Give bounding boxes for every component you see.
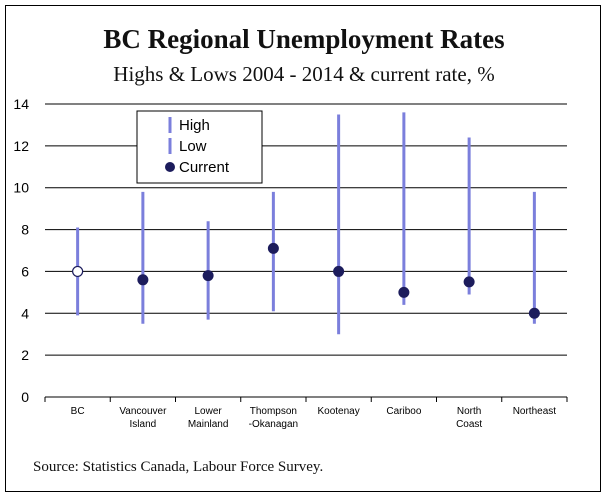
current-marker [267, 242, 279, 254]
legend-current-swatch [165, 162, 175, 172]
legend-label: Low [179, 138, 207, 155]
category-label: Northeast [513, 406, 557, 417]
current-marker [72, 265, 84, 278]
y-tick-label: 6 [21, 263, 29, 279]
category-label: Coast [456, 419, 482, 430]
current-marker [137, 274, 149, 286]
category-label: Island [130, 419, 157, 430]
legend-box [136, 110, 263, 184]
category-label: North [457, 406, 481, 417]
y-tick-label: 4 [21, 305, 29, 321]
y-tick-label: 10 [13, 180, 29, 196]
category-label: Cariboo [386, 406, 421, 417]
legend-label: Current [179, 159, 230, 176]
category-label: Kootenay [317, 406, 359, 417]
current-marker [333, 265, 345, 277]
category-label: Mainland [188, 419, 229, 430]
legend-label: High [179, 117, 210, 134]
source-note: Source: Statistics Canada, Labour Force … [33, 459, 324, 475]
y-tick-label: 12 [13, 138, 29, 154]
current-marker [463, 276, 475, 288]
current-marker [528, 307, 540, 319]
category-label: Thompson [250, 406, 297, 417]
category-label: -Okanagan [249, 419, 298, 430]
current-marker [202, 270, 214, 282]
category-label: Lower [195, 406, 223, 417]
y-tick-label: 2 [21, 347, 29, 363]
chart-frame: BC Regional Unemployment Rates Highs & L… [5, 5, 601, 492]
y-tick-label: 0 [21, 389, 29, 405]
chart-title: BC Regional Unemployment Rates [103, 24, 505, 54]
chart-subtitle: Highs & Lows 2004 - 2014 & current rate,… [113, 62, 495, 86]
category-label: Vancouver [119, 406, 167, 417]
category-label: BC [71, 406, 85, 417]
y-tick-label: 8 [21, 222, 29, 238]
current-marker [398, 286, 410, 298]
y-tick-label: 14 [13, 96, 29, 112]
